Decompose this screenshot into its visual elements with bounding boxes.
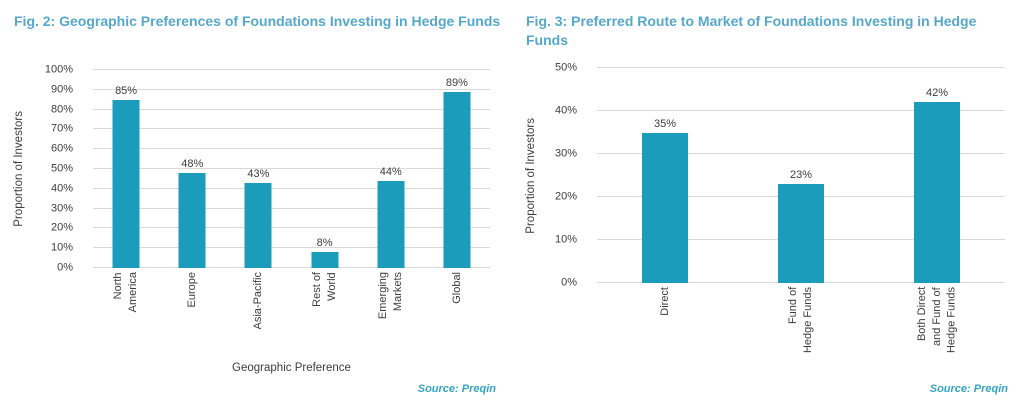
gridline bbox=[93, 69, 490, 70]
figure-title: Fig. 3: Preferred Route to Market of Fou… bbox=[526, 13, 977, 48]
x-category-cell: Asia-Pacific bbox=[225, 272, 291, 358]
source-credit: Source: Preqin bbox=[417, 383, 496, 395]
x-axis-label: Direct bbox=[658, 287, 671, 316]
y-tick-label: 0% bbox=[57, 261, 73, 274]
bar: 43% bbox=[244, 168, 272, 268]
bar-value-label: 89% bbox=[445, 76, 468, 89]
x-category-cell: Global bbox=[424, 272, 490, 358]
x-category-cell: Fund of Hedge Funds bbox=[733, 287, 869, 383]
bar-value-label: 23% bbox=[789, 169, 813, 182]
x-axis-label: Fund of Hedge Funds bbox=[787, 287, 814, 354]
bar-value-label: 43% bbox=[247, 167, 270, 180]
bar: 85% bbox=[112, 85, 140, 268]
gridline bbox=[93, 187, 490, 189]
gridline bbox=[93, 88, 490, 90]
y-tick-label: 40% bbox=[50, 182, 73, 195]
x-category-cell: Emerging Markets bbox=[358, 272, 424, 358]
source-credit: Source: Preqin bbox=[929, 383, 1008, 395]
figure-2-panel: Fig. 2: Geographic Preferences of Founda… bbox=[10, 13, 501, 395]
y-tick-label: 50% bbox=[50, 162, 73, 175]
y-axis: 0% 10% 20% 30% 40% 50% bbox=[539, 62, 589, 288]
gridline bbox=[93, 148, 490, 150]
x-category-cell: Direct bbox=[597, 287, 733, 383]
x-axis-label: Rest of World bbox=[310, 272, 338, 307]
x-axis-label: North America bbox=[112, 272, 140, 313]
gridline bbox=[93, 247, 490, 249]
gridline bbox=[93, 207, 490, 209]
bar-value-label: 85% bbox=[115, 84, 138, 97]
bar-value-label: 35% bbox=[653, 117, 676, 130]
y-tick-label: 20% bbox=[554, 190, 577, 203]
y-tick-label: 70% bbox=[50, 122, 73, 135]
x-category-cell: Europe bbox=[159, 272, 225, 358]
plot-area: 35% 23% 42% bbox=[597, 67, 1005, 283]
gridline bbox=[597, 110, 1005, 111]
plot-area: 85% 48% 43% 8% 44% 89% bbox=[93, 69, 490, 268]
x-axis-label: Emerging Markets bbox=[376, 272, 404, 320]
x-axis-label: Europe bbox=[185, 272, 198, 308]
x-axis-label: Asia-Pacific bbox=[252, 272, 264, 330]
bar-value-label: 42% bbox=[925, 87, 949, 100]
gridline bbox=[597, 67, 1005, 68]
x-axis-title: Geographic Preference bbox=[232, 362, 351, 374]
bar: 8% bbox=[311, 237, 339, 268]
bar-value-label: 8% bbox=[316, 237, 333, 250]
y-tick-label: 30% bbox=[50, 202, 73, 215]
x-category-cell: Both Direct and Fund of Hedge Funds bbox=[869, 287, 1005, 383]
bar: 35% bbox=[641, 118, 688, 283]
y-axis-title-text: Proportion of Investors bbox=[13, 111, 25, 227]
bar-value-label: 44% bbox=[379, 165, 402, 178]
y-tick-label: 40% bbox=[554, 104, 577, 117]
x-axis-label: Both Direct and Fund of Hedge Funds bbox=[915, 287, 958, 354]
bar: 44% bbox=[377, 166, 405, 268]
gridline bbox=[93, 227, 490, 229]
x-axis-label: Global bbox=[450, 272, 463, 304]
figure-3-panel: Fig. 3: Preferred Route to Market of Fou… bbox=[512, 0, 1024, 418]
y-tick-label: 10% bbox=[554, 233, 577, 246]
y-tick-label: 100% bbox=[44, 63, 73, 76]
gridline bbox=[93, 168, 490, 169]
x-axis: North America Europe Asia-Pacific Rest of W… bbox=[93, 272, 490, 358]
y-tick-label: 30% bbox=[554, 147, 577, 160]
x-category-cell: North America bbox=[93, 272, 159, 358]
y-tick-label: 60% bbox=[50, 142, 73, 155]
y-axis-title-text: Proportion of Investors bbox=[525, 117, 537, 234]
y-tick-label: 20% bbox=[50, 221, 73, 234]
y-tick-label: 90% bbox=[50, 83, 73, 96]
gridline bbox=[597, 153, 1005, 154]
y-axis: 0% 10% 20% 30% 40% 50% 60% 70% 80% 90% 100% bbox=[35, 64, 85, 273]
bar: 42% bbox=[914, 87, 960, 283]
bar-value-label: 48% bbox=[181, 157, 204, 170]
bar: 89% bbox=[443, 77, 471, 268]
figure-title: Fig. 2: Geographic Preferences of Founda… bbox=[14, 13, 501, 29]
bar: 48% bbox=[178, 158, 206, 268]
x-category-cell: Rest of World bbox=[292, 272, 358, 358]
y-axis-title: Proportion of Investors bbox=[10, 70, 28, 268]
y-tick-label: 50% bbox=[554, 61, 577, 74]
bar: 23% bbox=[778, 169, 824, 283]
y-tick-label: 0% bbox=[561, 276, 577, 289]
gridline bbox=[93, 128, 490, 130]
y-axis-title: Proportion of Investors bbox=[522, 68, 540, 283]
y-tick-label: 80% bbox=[50, 103, 73, 116]
x-axis: Direct Fund of Hedge Funds Both Direct and… bbox=[597, 287, 1005, 383]
gridline bbox=[93, 108, 490, 110]
gridline bbox=[93, 267, 490, 268]
y-tick-label: 10% bbox=[50, 241, 73, 254]
